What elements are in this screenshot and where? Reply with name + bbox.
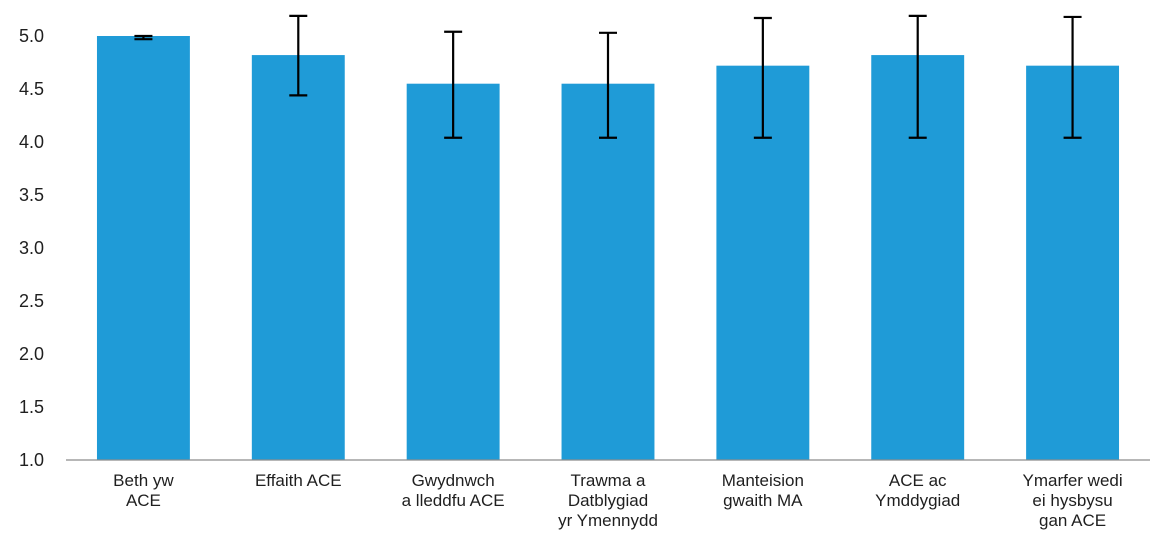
x-tick-label-line: Datblygiad xyxy=(568,491,648,510)
x-tick-label: Beth yw ACE xyxy=(113,471,174,510)
x-tick-label: Manteision gwaith MA xyxy=(722,471,804,510)
x-tick-label-line: Beth yw xyxy=(113,471,174,490)
x-tick-label-line: Ymddygiad xyxy=(875,491,960,510)
x-tick-label-line: a lleddfu ACE xyxy=(402,491,505,510)
error-bar xyxy=(599,31,617,139)
x-tick-label-line: ACE ac xyxy=(889,471,947,490)
y-tick-label: 3.5 xyxy=(19,185,44,205)
y-tick-label: 3.0 xyxy=(19,238,44,258)
error-bar xyxy=(908,14,927,139)
x-tick-label: Gwydnwch a lleddfu ACE xyxy=(402,471,505,510)
x-tick-label-line: yr Ymennydd xyxy=(558,511,658,530)
y-tick-label: 2.0 xyxy=(19,344,44,364)
y-tick-label: 1.5 xyxy=(19,397,44,417)
y-tick-label: 5.0 xyxy=(19,26,44,46)
y-tick-label: 1.0 xyxy=(19,450,44,470)
y-axis: 1.0 1.5 2.0 2.5 3.0 3.5 4.0 4.5 5.0 xyxy=(19,26,44,470)
x-tick-label-line: Trawma a xyxy=(571,471,646,490)
x-tick-label-line: Manteision xyxy=(722,471,804,490)
bars-group xyxy=(96,36,1120,461)
error-bar xyxy=(444,30,463,139)
x-tick-label-line: ACE xyxy=(126,491,161,510)
x-tick-label-line: gan ACE xyxy=(1039,511,1106,530)
error-bar xyxy=(134,34,153,41)
x-tick-label: Trawma a Datblygiad yr Ymennydd xyxy=(558,471,658,530)
bar xyxy=(406,83,500,460)
bar xyxy=(96,36,190,460)
x-tick-label-line: Effaith ACE xyxy=(255,471,342,490)
x-tick-label-line: Ymarfer wedi xyxy=(1023,471,1123,490)
x-tick-label-line: gwaith MA xyxy=(723,491,803,510)
y-tick-label: 4.5 xyxy=(19,79,44,99)
bar xyxy=(561,83,655,460)
x-tick-label-line: ei hysbysu xyxy=(1032,491,1112,510)
error-bars-group xyxy=(134,14,1082,139)
x-tick-label: ACE ac Ymddygiad xyxy=(875,471,960,510)
error-bar xyxy=(289,14,308,97)
error-bar xyxy=(1063,15,1082,139)
x-tick-label-line: Gwydnwch xyxy=(412,471,495,490)
bar xyxy=(251,55,345,461)
y-tick-label: 4.0 xyxy=(19,132,44,152)
error-bar xyxy=(753,16,772,139)
x-tick-label: Effaith ACE xyxy=(255,471,342,490)
x-axis-labels: Beth yw ACE Effaith ACE Gwydnwch a lleddfu A… xyxy=(113,471,1122,530)
x-tick-label: Ymarfer wedi ei hysbysu gan ACE xyxy=(1023,471,1123,530)
y-tick-label: 2.5 xyxy=(19,291,44,311)
